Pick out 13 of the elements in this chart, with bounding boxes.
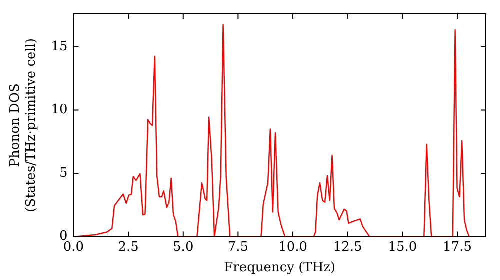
x-tick-label: 5.0 [173, 240, 194, 255]
y-tick-label: 10 [51, 102, 68, 118]
y-axis-title: Phonon DOS (States/THz·primitive cell) [8, 38, 39, 212]
x-tick-label: 12.5 [333, 240, 362, 255]
x-tick-label: 15.0 [388, 240, 418, 255]
x-tick-label: 0.0 [63, 240, 84, 255]
y-tick-label: 5 [59, 166, 68, 181]
y-tick-label: 15 [51, 39, 68, 54]
x-tick-label: 2.5 [118, 240, 139, 255]
x-tick-label: 10.0 [278, 240, 308, 255]
x-axis-title: Frequency (THz) [224, 260, 336, 276]
x-tick-label: 7.5 [228, 240, 249, 255]
x-tick-label: 17.5 [443, 240, 472, 255]
